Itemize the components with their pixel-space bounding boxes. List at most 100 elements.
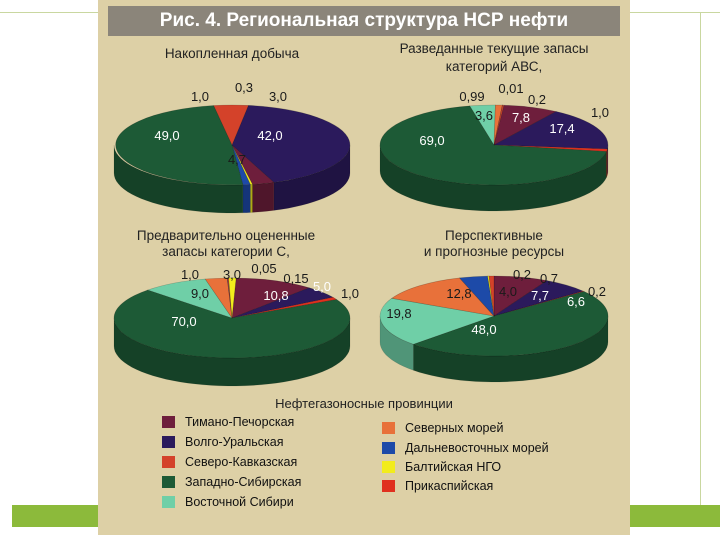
legend-item-zapsib: Западно-Сибирская	[162, 475, 301, 489]
value-label-balt: 1,0	[181, 267, 199, 282]
slide-right-rule	[700, 12, 701, 512]
slice-balt	[231, 144, 253, 185]
slice-kavkaz	[488, 275, 495, 317]
legend-label: Прикаспийская	[405, 479, 494, 493]
pie-chart-3: 10,8 5,0 1,0 70,0 9,0 3,0 0,05 0,15 1,0 Предварит…	[113, 228, 359, 387]
value-label-vostsib: 9,0	[191, 286, 209, 301]
slice-dalvost	[231, 144, 251, 186]
slice-kasp	[231, 296, 338, 319]
slice-volga	[231, 105, 351, 183]
slice-dalvost	[458, 275, 495, 317]
slice-side-zapsib	[113, 144, 244, 214]
legend-swatch	[162, 456, 175, 468]
pie-chart-4: 7,7 6,60,248,019,812,8 4,00,2 0,7Перспектив…	[379, 228, 609, 383]
legend-label: Северо-Кавказская	[185, 455, 298, 469]
chart-title-line: Накопленная добыча	[165, 46, 300, 61]
value-label-vostsib: 19,8	[386, 306, 411, 321]
slice-sevmor	[493, 104, 503, 146]
legend-title: Нефтегазоносные провинции	[275, 396, 453, 411]
legend-swatch	[162, 476, 175, 488]
chart-title-line: категорий АВС,	[446, 59, 543, 74]
slice-kavkaz	[493, 104, 505, 146]
value-label-volga: 5,0	[313, 279, 331, 294]
value-label-zapsib: 69,0	[419, 133, 444, 148]
value-label-kasp: 1,0	[341, 286, 359, 301]
slice-timan	[493, 275, 548, 317]
legend-item-timan: Тимано-Печорская	[162, 415, 294, 429]
slice-zapsib	[412, 291, 609, 357]
slice-balt	[487, 275, 495, 317]
value-label-volga: 6,6	[567, 294, 585, 309]
slice-volga	[492, 111, 609, 150]
value-label-kavkaz: 0,7	[540, 271, 558, 286]
legend-swatch	[382, 480, 395, 492]
slice-kavkaz	[227, 277, 233, 319]
slice-vostsib	[469, 104, 496, 146]
pie-chart-2: 7,8 17,4 1,0 69,0 3,6 0,99 0,01 0,2 Разведанные …	[379, 41, 609, 212]
legend-item-sevmor: Северных морей	[382, 421, 503, 435]
value-label-kavkaz: 0,2	[528, 92, 546, 107]
chart-title-line: Разведанные текущие запасы	[400, 41, 589, 56]
value-label-timan: 10,8	[263, 288, 288, 303]
slice-balt	[228, 277, 237, 319]
value-label-timan: 7,8	[512, 110, 530, 125]
legend-label: Восточной Сибири	[185, 495, 294, 509]
slice-timan	[231, 144, 275, 185]
chart-title-line: и прогнозные ресурсы	[424, 244, 564, 259]
slice-vostsib	[146, 278, 233, 319]
legend-swatch	[382, 461, 395, 473]
value-label-timan: 3,0	[269, 89, 287, 104]
value-label-sevmor: 0,99	[459, 89, 484, 104]
legend-label: Балтийская НГО	[405, 460, 502, 474]
legend-item-vostsib: Восточной Сибири	[162, 495, 294, 509]
slice-kasp	[493, 144, 608, 152]
figure-panel	[98, 0, 630, 535]
legend-label: Дальневосточных морей	[405, 441, 549, 455]
legend-label: Северных морей	[405, 421, 504, 435]
slice-side-balt	[250, 184, 253, 213]
slice-zapsib	[113, 289, 351, 359]
slice-volga	[231, 287, 334, 319]
value-label-dalvost: 0,01	[498, 81, 523, 96]
slice-timan	[493, 104, 558, 146]
value-label-zapsib: 49,0	[154, 128, 179, 143]
slice-side-timan	[252, 182, 275, 213]
legend-item-kasp: Прикаспийская	[382, 479, 493, 493]
slice-vostsib	[379, 297, 496, 345]
slice-zapsib	[115, 105, 244, 186]
value-label-volga: 42,0	[257, 128, 282, 143]
legend-item-volga: Волго-Уральская	[162, 435, 284, 449]
figure-title: Рис. 4. Региональная структура НСР нефти	[108, 6, 620, 36]
value-label-dalvost: 1,0	[191, 89, 209, 104]
slice-side-dalvost	[242, 184, 251, 214]
value-label-sevmor: 3,0	[223, 267, 241, 282]
value-label-volga: 17,4	[549, 121, 574, 136]
slice-kasp	[493, 290, 585, 317]
legend-label: Волго-Уральская	[185, 435, 284, 449]
value-label-kasp: 1,0	[591, 105, 609, 120]
slice-dalvost	[226, 277, 233, 319]
legend-swatch	[162, 416, 175, 428]
value-label-sevmor: 12,8	[446, 286, 471, 301]
value-label-kasp: 0,2	[588, 284, 606, 299]
legend-swatch	[382, 422, 395, 434]
legend-item-dalvost: Дальневосточных морей	[382, 441, 549, 455]
value-label-vostsib: 3,6	[475, 108, 493, 123]
value-label-balt: 0,2	[513, 267, 531, 282]
legend-swatch	[382, 442, 395, 454]
slice-timan	[231, 277, 311, 319]
slice-sevmor	[391, 277, 495, 317]
slice-sevmor	[204, 277, 233, 319]
slice-volga	[493, 280, 585, 317]
value-label-zapsib: 70,0	[171, 314, 196, 329]
slice-kavkaz	[213, 104, 249, 146]
chart-title-line: запасы категории С,	[162, 244, 290, 259]
value-label-kavkaz: 4,7	[228, 152, 246, 167]
legend-label: Западно-Сибирская	[185, 475, 302, 489]
legend-label: Тимано-Печорская	[185, 415, 295, 429]
legend-swatch	[162, 496, 175, 508]
legend-swatch	[162, 436, 175, 448]
chart-title-line: Предварительно оцененные	[137, 228, 315, 243]
value-label-timan: 7,7	[531, 288, 549, 303]
